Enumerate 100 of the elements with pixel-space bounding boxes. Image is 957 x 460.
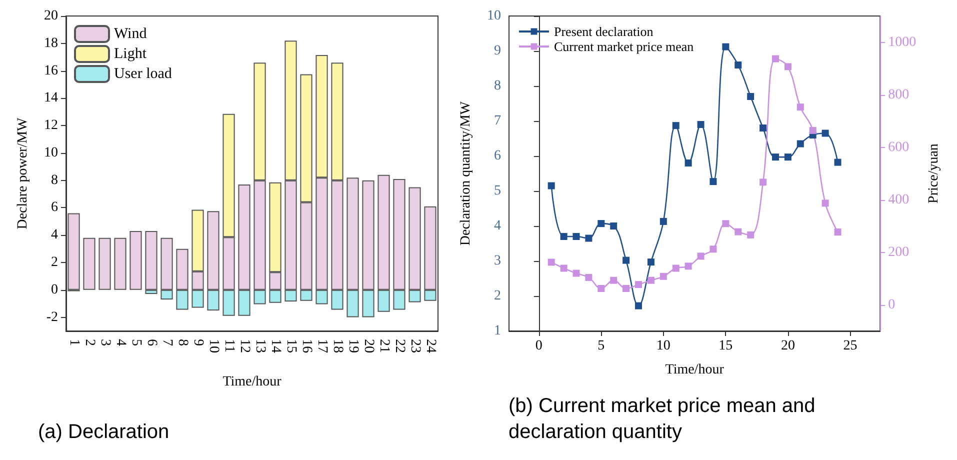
x-tick-label: 0 (535, 338, 542, 354)
y-tick-label: 8 (494, 78, 501, 94)
x-tick-label: 16 (298, 339, 314, 353)
y-tick-label: 4 (51, 228, 58, 243)
y-tick-label: 5 (494, 184, 501, 198)
y-tick-label: 0 (51, 282, 58, 298)
point (760, 124, 767, 132)
x-tick-label: 25 (843, 338, 858, 354)
point (772, 55, 779, 62)
x-tick-label: 17 (314, 339, 330, 353)
point (684, 160, 692, 166)
point (822, 200, 829, 207)
bar (68, 213, 80, 290)
x-tick-label: 20 (780, 338, 795, 354)
point (710, 246, 717, 253)
point (834, 228, 842, 236)
x-tick-label: 10 (206, 339, 221, 353)
point (610, 276, 618, 284)
bar (98, 238, 111, 290)
y-axis-title: Declaration quantity/MW (458, 100, 474, 246)
point (822, 130, 829, 137)
y-tick-label: 14 (44, 90, 58, 106)
bar (130, 231, 142, 290)
point (697, 121, 704, 128)
x-tick-label: 23 (407, 339, 422, 353)
point (610, 222, 618, 230)
point (572, 270, 580, 277)
point (809, 126, 816, 134)
point (747, 93, 754, 100)
y-tick-label: 2 (494, 288, 501, 304)
text: (b) Current market price mean and declaration quantity (508, 395, 821, 443)
x-tick-label: 11 (221, 339, 236, 352)
y2-tick-label: 600 (888, 140, 910, 155)
x-tick-label: 10 (656, 338, 670, 354)
point (660, 218, 667, 225)
x-tick-label: 1 (66, 339, 82, 346)
y2-axis-title: Price/yuan (926, 144, 942, 204)
point (598, 220, 605, 228)
point (710, 178, 717, 186)
y-tick-label: -2 (46, 310, 58, 325)
point (772, 154, 779, 161)
y-tick-label: 6 (494, 148, 501, 164)
x-tick-label: 18 (330, 339, 345, 353)
x-tick-label: 15 (718, 338, 733, 354)
x-tick-label: 5 (598, 338, 605, 354)
y-tick-label: 7 (494, 114, 501, 128)
x-tick-label: 20 (360, 339, 376, 353)
x-tick-label: 7 (159, 339, 174, 346)
point (635, 281, 642, 288)
x-axis-title: Time/hour (222, 374, 282, 390)
point (548, 182, 555, 190)
point (660, 272, 667, 280)
y-tick-label: 6 (51, 200, 58, 216)
text: (a) Declaration (38, 421, 170, 443)
point (684, 262, 692, 270)
bar (145, 231, 158, 290)
point (672, 264, 680, 272)
point (572, 233, 580, 240)
legend-label: Wind (114, 26, 148, 42)
point (697, 252, 704, 260)
y2-tick-label: 1000 (888, 34, 916, 50)
legend-label: Light (114, 46, 148, 62)
y2-tick-label: 800 (888, 87, 910, 102)
legend-label: Current market price mean (554, 39, 694, 54)
point (796, 140, 804, 148)
x-tick-label: 4 (112, 339, 128, 346)
y2-tick-label: 400 (888, 192, 910, 208)
point (747, 231, 754, 238)
point (672, 122, 680, 130)
point (784, 154, 792, 161)
point (796, 104, 804, 111)
x-tick-label: 22 (392, 339, 407, 353)
bar (83, 238, 96, 290)
point (635, 302, 642, 310)
y-tick-label: 10 (44, 145, 58, 160)
x-tick-label: 5 (128, 339, 144, 346)
x-tick-label: 14 (268, 339, 283, 353)
point (784, 63, 792, 70)
point (585, 274, 592, 281)
y-tick-label: 12 (44, 118, 58, 134)
point (760, 178, 767, 186)
y-tick-label: 10 (487, 8, 501, 24)
y-tick-label: 4 (494, 218, 501, 234)
y-tick-label: 2 (51, 255, 58, 270)
point (622, 256, 630, 264)
point (722, 43, 730, 50)
y2-tick-label: 200 (888, 244, 910, 260)
x-axis-title: Time/hour (665, 362, 724, 378)
y-tick-label: 3 (494, 254, 501, 268)
point (598, 284, 605, 292)
y-tick-label: 16 (44, 63, 58, 78)
x-tick-label: 13 (252, 339, 268, 353)
x-tick-label: 24 (422, 339, 438, 353)
point (585, 234, 592, 242)
x-tick-label: 9 (190, 339, 206, 346)
x-tick-label: 8 (174, 339, 190, 346)
y2-tick-label: 0 (888, 297, 896, 312)
y-axis-title: Declare power/MW (16, 116, 30, 230)
point (647, 276, 654, 284)
point (722, 220, 730, 228)
